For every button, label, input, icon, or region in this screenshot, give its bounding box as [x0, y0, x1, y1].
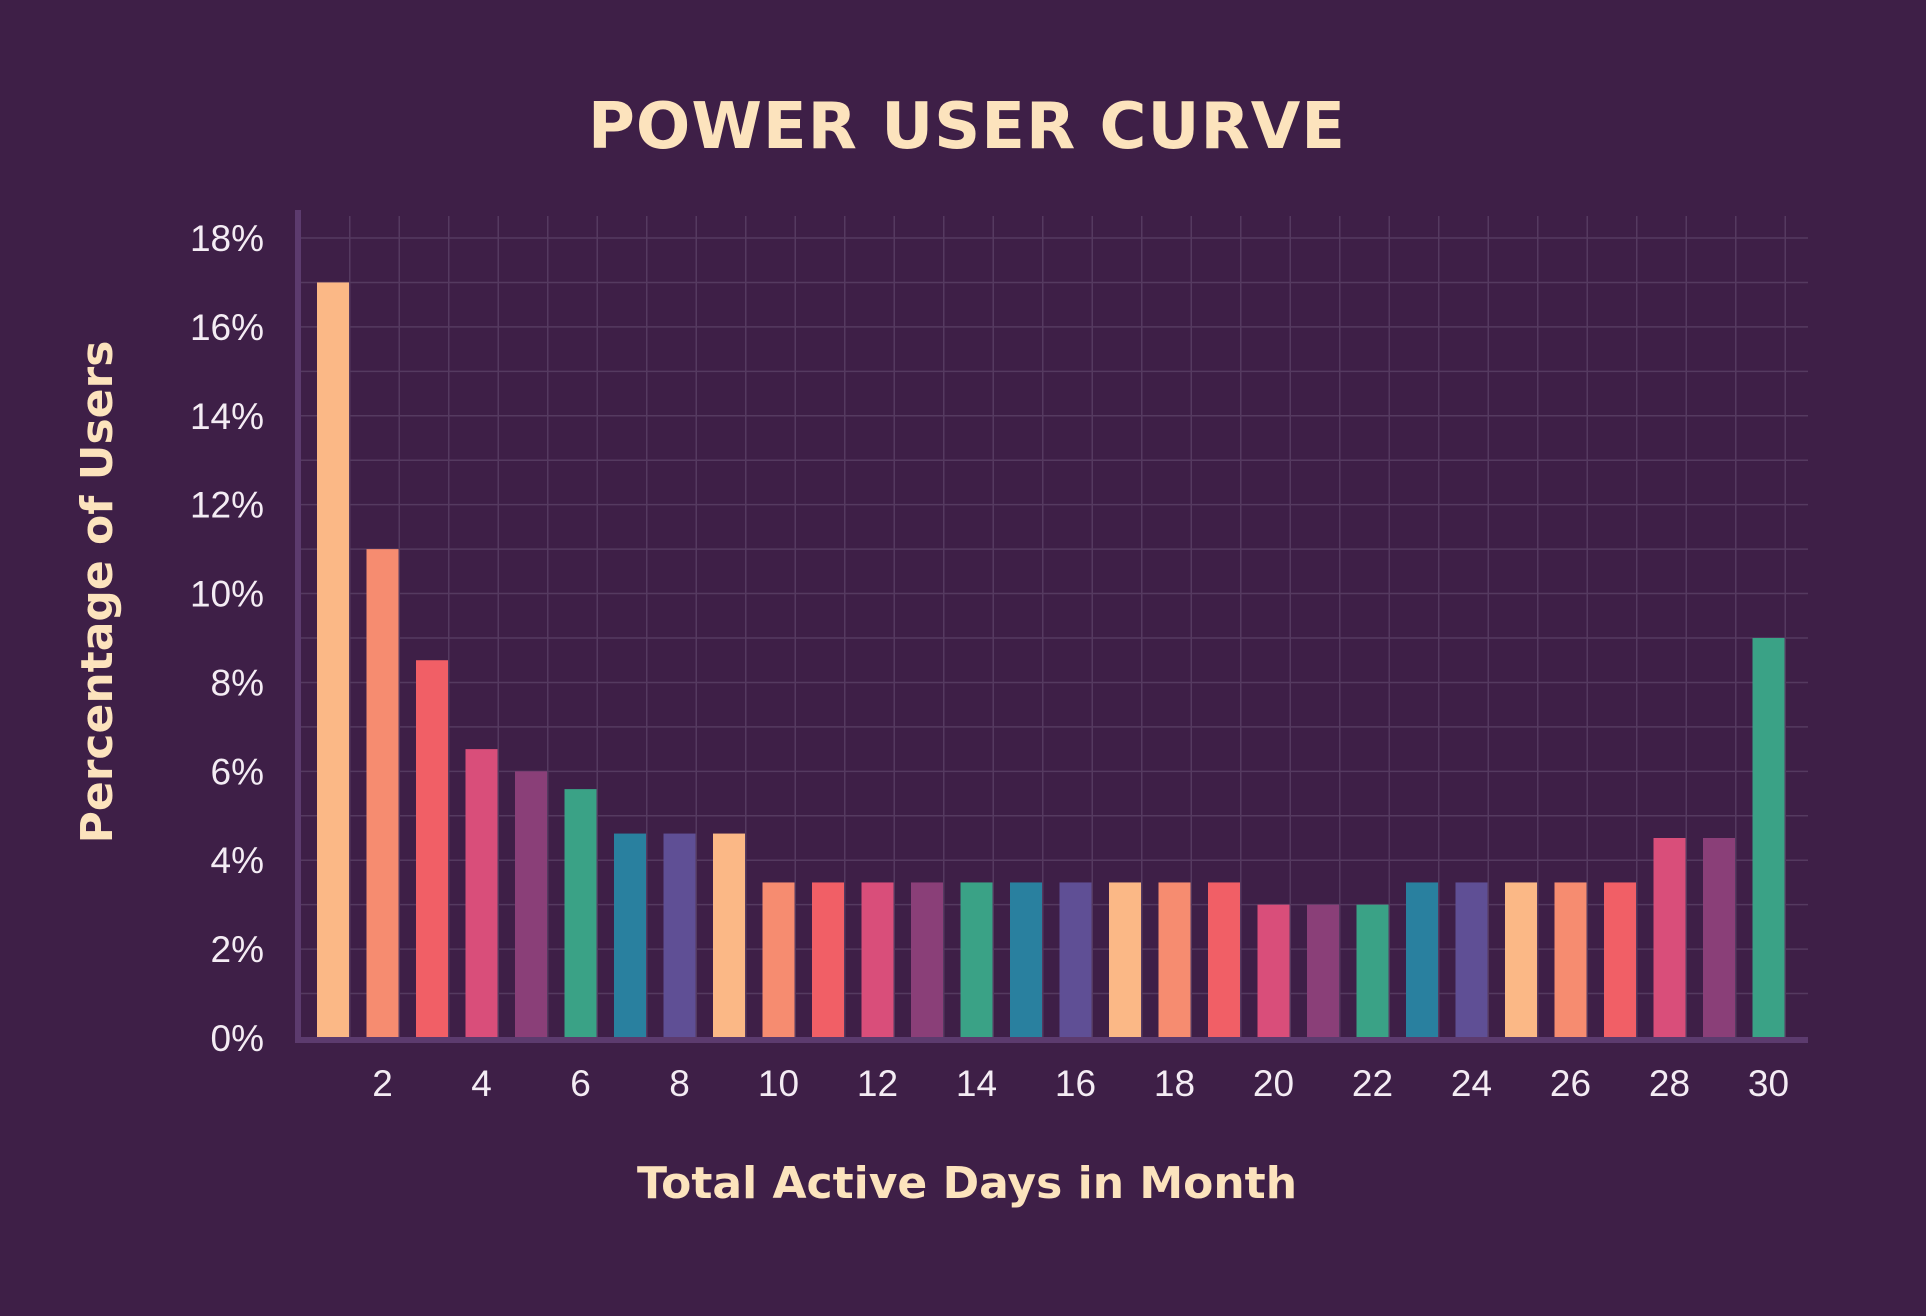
bar-day-11: [812, 882, 844, 1038]
y-tick-labels: 0% 2% 4% 6% 8% 10% 12% 14% 16% 18%: [190, 218, 264, 1059]
x-tick-label: 4: [471, 1063, 492, 1104]
bar-day-14: [960, 882, 993, 1038]
x-tick-label: 6: [570, 1063, 591, 1104]
x-tick-label: 22: [1352, 1063, 1393, 1104]
bar-day-6: [564, 789, 597, 1038]
x-tick-label: 16: [1055, 1063, 1096, 1104]
bar-day-22: [1356, 904, 1389, 1038]
y-tick-label: 2%: [211, 929, 264, 970]
x-tick-labels: 2 4 6 8 10 12 14 16 18 20 22 24 26 28 30: [372, 1063, 1789, 1104]
bar-day-5: [515, 771, 547, 1038]
bar-day-21: [1307, 904, 1339, 1038]
x-tick-label: 14: [956, 1063, 997, 1104]
x-tick-label: 30: [1748, 1063, 1789, 1104]
y-tick-label: 4%: [211, 840, 264, 881]
bar-day-26: [1554, 882, 1587, 1038]
axes: [295, 210, 1808, 1043]
bar-day-4: [465, 749, 498, 1038]
bar-day-19: [1208, 882, 1240, 1038]
bar-day-15: [1010, 882, 1042, 1038]
bar-day-3: [416, 660, 448, 1038]
bar-day-23: [1406, 882, 1438, 1038]
bar-day-28: [1653, 838, 1686, 1038]
x-tick-label: 26: [1550, 1063, 1591, 1104]
y-tick-label: 12%: [190, 485, 264, 526]
x-axis-title: Total Active Days in Month: [637, 1158, 1297, 1209]
y-tick-label: 14%: [190, 396, 264, 437]
y-tick-label: 18%: [190, 218, 264, 259]
bar-day-18: [1158, 882, 1191, 1038]
x-tick-label: 2: [372, 1063, 393, 1104]
x-tick-label: 24: [1451, 1063, 1492, 1104]
bar-day-8: [663, 833, 696, 1038]
bar-day-24: [1455, 882, 1488, 1038]
bar-day-17: [1109, 882, 1141, 1038]
bar-day-12: [861, 882, 894, 1038]
bar-day-7: [614, 833, 646, 1038]
y-axis-title: Percentage of Users: [72, 341, 123, 844]
y-tick-label: 10%: [190, 574, 264, 615]
bars: [317, 282, 1785, 1038]
bar-day-1: [317, 282, 349, 1038]
bar-day-2: [366, 549, 399, 1038]
x-tick-label: 10: [758, 1063, 799, 1104]
bar-day-30: [1752, 638, 1785, 1038]
bar-day-25: [1505, 882, 1537, 1038]
bar-day-10: [762, 882, 795, 1038]
x-tick-label: 28: [1649, 1063, 1690, 1104]
y-tick-label: 8%: [211, 662, 264, 703]
chart-title: POWER USER CURVE: [588, 90, 1346, 164]
y-tick-label: 6%: [211, 751, 264, 792]
y-tick-label: 16%: [190, 307, 264, 348]
x-tick-label: 20: [1253, 1063, 1294, 1104]
bar-day-20: [1257, 904, 1290, 1038]
bar-day-13: [911, 882, 943, 1038]
bar-day-27: [1604, 882, 1636, 1038]
x-tick-label: 18: [1154, 1063, 1195, 1104]
x-tick-label: 12: [857, 1063, 898, 1104]
bar-day-29: [1703, 838, 1735, 1038]
bar-day-9: [713, 833, 745, 1038]
x-tick-label: 8: [669, 1063, 690, 1104]
bar-day-16: [1059, 882, 1092, 1038]
grid-lines: [300, 216, 1808, 1038]
y-tick-label: 0%: [211, 1018, 264, 1059]
